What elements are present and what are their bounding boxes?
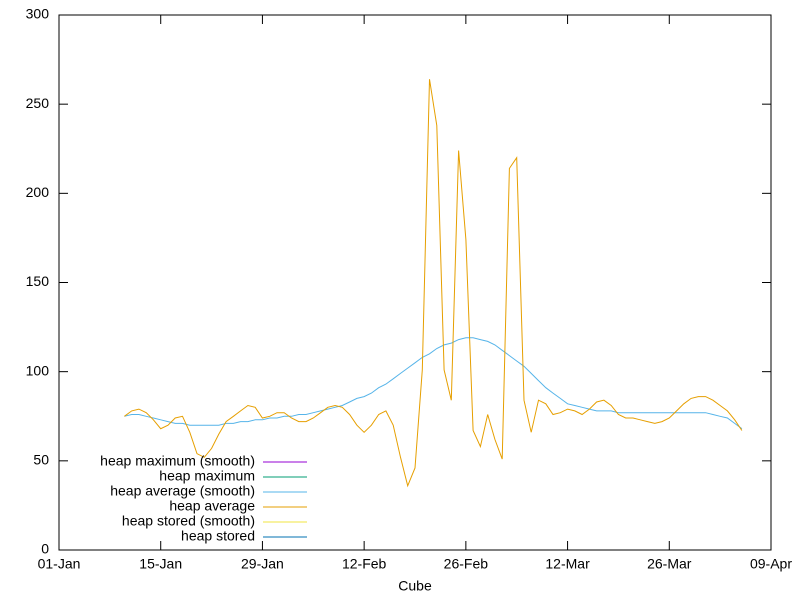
x-tick-label: 12-Feb [342,556,387,572]
legend-label: heap maximum [159,468,255,484]
y-tick-label: 100 [26,362,50,378]
x-tick-label: 12-Mar [545,556,590,572]
legend-label: heap average (smooth) [110,483,255,499]
x-tick-label: 26-Feb [444,556,489,572]
series-line [124,79,743,488]
legend-label: heap stored [181,528,255,544]
x-tick-label: 09-Apr [750,556,792,572]
y-tick-label: 150 [26,273,50,289]
series-line [124,337,743,430]
legend-label: heap average [169,498,255,514]
x-tick-label: 26-Mar [647,556,692,572]
x-axis-label: Cube [398,578,432,594]
x-tick-label: 15-Jan [139,556,182,572]
y-tick-label: 50 [33,452,49,468]
legend-label: heap maximum (smooth) [100,453,255,469]
y-tick-label: 0 [41,541,49,557]
legend-label: heap stored (smooth) [122,513,255,529]
y-tick-label: 200 [26,184,50,200]
x-tick-label: 01-Jan [38,556,81,572]
y-tick-label: 250 [26,95,50,111]
x-tick-label: 29-Jan [241,556,284,572]
plot-border [58,14,772,551]
y-tick-label: 300 [26,6,50,22]
